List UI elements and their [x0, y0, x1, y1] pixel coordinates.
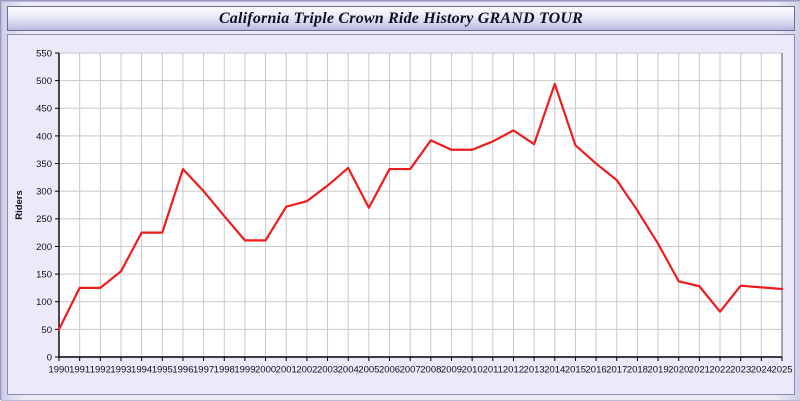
x-axis-tick-label: 2008 — [420, 365, 441, 376]
x-axis-tick-label: 2017 — [606, 365, 627, 376]
y-axis-tick-label: 400 — [36, 131, 52, 142]
y-axis-tick-label: 150 — [36, 269, 52, 280]
x-axis-tick-label: 2013 — [524, 365, 545, 376]
x-axis-tick-label: 2009 — [441, 365, 462, 376]
title-bar: California Triple Crown Ride History GRA… — [7, 6, 795, 31]
x-axis-tick-label: 2024 — [751, 365, 772, 376]
y-axis-title: Riders — [14, 190, 25, 220]
x-axis-tick-label: 1990 — [48, 365, 69, 376]
y-axis-tick-label: 50 — [41, 325, 52, 336]
x-axis-tick-label: 2000 — [255, 365, 276, 376]
x-axis-tick-label: 1991 — [69, 365, 90, 376]
x-axis-tick-label: 2015 — [565, 365, 586, 376]
y-axis-tick-label: 350 — [36, 159, 52, 170]
x-axis-tick-label: 2004 — [338, 365, 359, 376]
x-axis-tick-label: 1994 — [131, 365, 152, 376]
x-axis-tick-label: 2018 — [627, 365, 648, 376]
x-axis-tick-label: 2014 — [544, 365, 565, 376]
x-axis-tick-label: 2025 — [771, 365, 792, 376]
x-axis-tick-label: 1996 — [172, 365, 193, 376]
x-axis-tick-label: 1998 — [214, 365, 235, 376]
series-line-riders — [57, 82, 784, 331]
x-axis-tick-label: 1995 — [152, 365, 173, 376]
x-axis-tick-label: 2005 — [358, 365, 379, 376]
x-axis-tick-label: 2012 — [503, 365, 524, 376]
x-axis-tick-label: 2021 — [689, 365, 710, 376]
x-axis-tick-label: 2003 — [317, 365, 338, 376]
x-axis-tick-label: 1993 — [110, 365, 131, 376]
y-axis-tick-label: 200 — [36, 242, 52, 253]
x-axis-tick-label: 1992 — [90, 365, 111, 376]
y-axis-tick-label: 100 — [36, 297, 52, 308]
y-axis-tick-label: 450 — [36, 104, 52, 115]
x-axis-tick-label: 2007 — [400, 365, 421, 376]
x-axis-tick-label: 2011 — [483, 365, 503, 376]
x-axis-tick-label: 1999 — [234, 365, 255, 376]
x-axis: 1990 1991 1992 1993 1994 1995 1996 1997 1998 1999… — [48, 357, 793, 376]
y-axis-tick-label: 300 — [36, 187, 52, 198]
x-axis-tick-label: 1997 — [193, 365, 214, 376]
y-axis-tick-label: 550 — [36, 48, 52, 59]
gridlines — [59, 52, 783, 357]
y-axis-tick-label: 250 — [36, 214, 52, 225]
x-axis-tick-label: 2001 — [276, 365, 297, 376]
x-axis-tick-label: 2016 — [586, 365, 607, 376]
y-axis: 0 50 100 150 200 250 300 350 400 450 500 550 — [36, 48, 59, 363]
x-axis-tick-label: 2020 — [668, 365, 689, 376]
page-title: California Triple Crown Ride History GRA… — [218, 9, 584, 27]
chart-panel: 0 50 100 150 200 250 300 350 400 450 500 550 1990 199… — [7, 34, 795, 395]
x-axis-tick-label: 2006 — [379, 365, 400, 376]
x-axis-tick-label: 2023 — [730, 365, 751, 376]
y-axis-tick-label: 0 — [47, 352, 52, 363]
x-axis-tick-label: 2002 — [296, 365, 317, 376]
x-axis-tick-label: 2022 — [709, 365, 730, 376]
plot-background — [59, 53, 782, 357]
x-axis-tick-label: 2010 — [462, 365, 483, 376]
y-axis-tick-label: 500 — [36, 76, 52, 87]
x-axis-tick-label: 2019 — [647, 365, 668, 376]
